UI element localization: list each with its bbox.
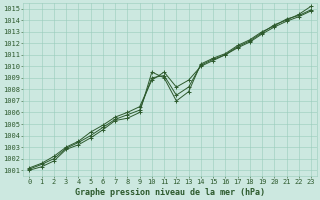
X-axis label: Graphe pression niveau de la mer (hPa): Graphe pression niveau de la mer (hPa) <box>75 188 265 197</box>
